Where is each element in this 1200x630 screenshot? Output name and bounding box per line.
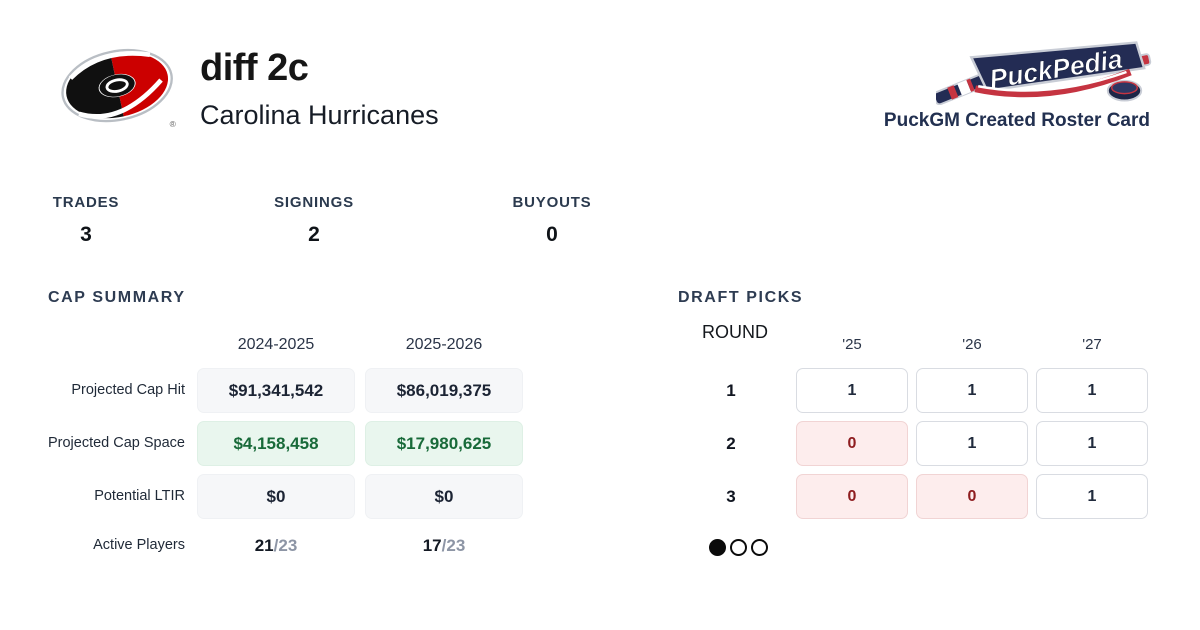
- draft-year-header: '27: [1082, 336, 1102, 353]
- draft-pick-cell: 1: [796, 368, 908, 413]
- active-players-count: 21: [254, 535, 274, 555]
- stat-label: BUYOUTS: [512, 194, 592, 211]
- pagination-dot-2[interactable]: [730, 539, 747, 556]
- ltir-value: $0: [365, 474, 523, 519]
- draft-pick-cell: 0: [796, 421, 908, 466]
- draft-year-header: '26: [962, 336, 982, 353]
- draft-pick-cell: 1: [1036, 421, 1148, 466]
- season-column-header: 2024-2025: [237, 336, 315, 353]
- draft-pick-cell: 0: [916, 474, 1028, 519]
- round-number: 3: [726, 487, 736, 506]
- pagination-dot-3[interactable]: [751, 539, 768, 556]
- team-name: Carolina Hurricanes: [200, 100, 439, 130]
- draft-pick-cell: 1: [1036, 368, 1148, 413]
- stat-value: 0: [546, 223, 558, 246]
- round-number: 1: [726, 381, 736, 400]
- cap-hit-value: $86,019,375: [365, 368, 523, 413]
- brand-tagline: PuckGM Created Roster Card: [883, 110, 1150, 131]
- pagination-dots: [709, 539, 768, 556]
- draft-pick-cell: 1: [916, 368, 1028, 413]
- draft-pick-cell: 0: [796, 474, 908, 519]
- cap-space-value: $4,158,458: [197, 421, 355, 466]
- cap-space-value: $17,980,625: [365, 421, 523, 466]
- draft-year-header: '25: [842, 336, 862, 353]
- row-label-projected-cap-hit: Projected Cap Hit: [71, 382, 185, 398]
- stat-trades: TRADES 3: [46, 194, 126, 247]
- round-number: 2: [726, 434, 736, 453]
- registered-trademark-glyph: ®: [170, 119, 177, 129]
- row-label-projected-cap-space: Projected Cap Space: [47, 435, 185, 451]
- ltir-value: $0: [197, 474, 355, 519]
- pagination-dot-1[interactable]: [709, 539, 726, 556]
- draft-pick-cell: 1: [916, 421, 1028, 466]
- row-label-potential-ltir: Potential LTIR: [94, 488, 185, 504]
- stat-value: 2: [308, 223, 320, 246]
- stat-buyouts: BUYOUTS 0: [506, 194, 598, 247]
- cap-hit-value: $91,341,542: [197, 368, 355, 413]
- active-players-value: 17/23: [365, 523, 523, 568]
- stat-label: TRADES: [52, 194, 120, 211]
- puckpedia-logo-icon: PuckPedia: [936, 41, 1152, 105]
- page-title: diff 2c: [200, 47, 309, 89]
- stat-label: SIGNINGS: [274, 194, 354, 211]
- active-players-total: /23: [441, 535, 466, 555]
- draft-picks-heading: DRAFT PICKS: [678, 289, 804, 306]
- active-players-value: 21/23: [197, 523, 355, 568]
- stat-signings: SIGNINGS 2: [266, 194, 362, 247]
- active-players-count: 17: [422, 535, 442, 555]
- stat-value: 3: [80, 223, 92, 246]
- draft-pick-cell: 1: [1036, 474, 1148, 519]
- hurricanes-team-logo-icon: ®: [61, 48, 177, 129]
- active-players-total: /23: [273, 535, 298, 555]
- cap-summary-heading: CAP SUMMARY: [48, 289, 186, 306]
- season-column-header: 2025-2026: [405, 336, 483, 353]
- row-label-active-players: Active Players: [93, 537, 185, 553]
- round-column-label: ROUND: [702, 322, 768, 342]
